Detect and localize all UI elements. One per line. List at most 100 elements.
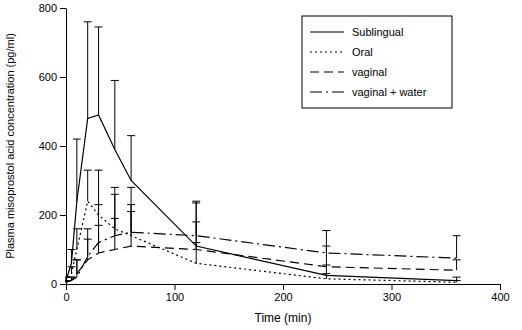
tick-label: 800 xyxy=(39,2,57,14)
error-cap xyxy=(73,228,81,229)
error-cap xyxy=(127,187,135,188)
tick-label: 400 xyxy=(491,291,509,303)
error-bar xyxy=(95,205,103,243)
error-cap xyxy=(322,230,330,231)
error-cap xyxy=(73,259,81,260)
error-stem xyxy=(326,274,327,279)
tick: 200 xyxy=(274,284,292,303)
error-stem xyxy=(76,229,77,250)
error-cap xyxy=(65,280,70,281)
tick-label: 300 xyxy=(383,291,401,303)
error-stem xyxy=(114,80,115,149)
series-line xyxy=(66,201,457,282)
error-stem xyxy=(98,27,99,115)
error-bar xyxy=(192,201,200,236)
error-stem xyxy=(71,267,72,274)
error-cap xyxy=(84,170,92,171)
legend-swatch xyxy=(310,31,344,32)
series-line xyxy=(66,246,457,282)
error-cap xyxy=(95,170,103,171)
legend-label: vaginal + water xyxy=(352,86,427,98)
error-stem xyxy=(66,277,67,280)
error-cap xyxy=(95,204,103,205)
plot-area: 01002003004000200400600800 xyxy=(39,2,510,303)
tick-mark xyxy=(60,284,66,285)
error-stem xyxy=(76,139,77,201)
error-bar xyxy=(322,274,330,279)
error-bar xyxy=(67,267,75,274)
error-bar xyxy=(453,236,461,258)
y-axis: 0200400600800 xyxy=(39,2,67,290)
legend-label: Sublingual xyxy=(352,26,403,38)
tick-label: 200 xyxy=(274,291,292,303)
error-cap xyxy=(84,228,92,229)
legend-swatch xyxy=(310,51,344,52)
legend-label: vaginal xyxy=(352,66,387,78)
error-cap xyxy=(453,277,461,278)
axis-line xyxy=(66,9,67,285)
error-cap xyxy=(73,259,81,260)
error-stem xyxy=(98,205,99,243)
x-axis: 0 100 200 300 400 xyxy=(63,284,509,303)
tick-mark xyxy=(60,146,66,147)
error-cap xyxy=(65,280,70,281)
error-bar xyxy=(73,229,81,250)
error-stem xyxy=(71,277,72,280)
error-bar xyxy=(84,22,92,119)
error-bar xyxy=(127,187,135,232)
tick-label: 200 xyxy=(39,209,57,221)
error-stem xyxy=(114,187,115,235)
error-cap xyxy=(67,277,75,278)
tick-label: 400 xyxy=(39,140,57,152)
tick: 200 xyxy=(39,209,66,221)
error-stem xyxy=(76,260,77,277)
error-cap xyxy=(453,235,461,236)
error-bar xyxy=(73,139,81,201)
tick: 100 xyxy=(166,284,184,303)
error-stem xyxy=(131,187,132,232)
error-cap xyxy=(322,273,330,274)
error-stem xyxy=(456,277,457,280)
error-stem xyxy=(87,229,88,257)
error-stem xyxy=(87,22,88,119)
y-axis-title: Plasma misoprostol acid concentration (p… xyxy=(4,33,16,259)
error-bar xyxy=(322,231,330,253)
error-cap xyxy=(84,21,92,22)
tick: 400 xyxy=(39,140,66,152)
tick: 300 xyxy=(383,284,401,303)
error-bar xyxy=(453,281,461,283)
error-bar xyxy=(67,277,75,280)
legend-swatch xyxy=(310,71,344,72)
error-stem xyxy=(326,231,327,253)
error-stem xyxy=(71,250,72,264)
legend-label: Oral xyxy=(352,46,373,58)
error-stem xyxy=(196,201,197,236)
tick-mark xyxy=(283,284,284,290)
error-stem xyxy=(71,277,72,280)
error-cap xyxy=(67,277,75,278)
error-bar xyxy=(73,260,81,277)
error-cap xyxy=(67,249,75,250)
error-cap xyxy=(111,187,119,188)
tick-mark xyxy=(60,77,66,78)
error-bar xyxy=(111,80,119,149)
error-bar xyxy=(453,277,461,280)
tick: 0 xyxy=(51,278,66,290)
error-cap xyxy=(73,139,81,140)
error-cap xyxy=(111,80,119,81)
tick-label: 0 xyxy=(63,291,69,303)
error-stem xyxy=(87,170,88,201)
tick-mark xyxy=(60,215,66,216)
tick-label: 0 xyxy=(51,278,57,290)
error-bar xyxy=(65,281,70,283)
error-stem xyxy=(131,136,132,181)
error-cap xyxy=(453,280,461,281)
tick: 0 xyxy=(63,284,69,303)
legend-frame xyxy=(302,16,452,108)
tick-mark xyxy=(60,8,66,9)
error-bar xyxy=(84,170,92,201)
series-line xyxy=(66,232,457,282)
error-cap xyxy=(453,259,461,260)
x-axis-title: Time (min) xyxy=(255,311,312,325)
tick: 400 xyxy=(491,284,509,303)
